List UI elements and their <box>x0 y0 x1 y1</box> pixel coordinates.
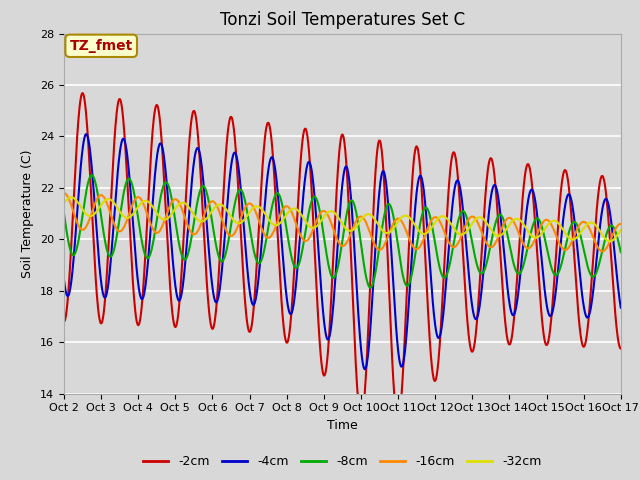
Line: -32cm: -32cm <box>64 197 621 241</box>
X-axis label: Time: Time <box>327 419 358 432</box>
-32cm <box>67 194 75 200</box>
-2cm <box>184 154 192 160</box>
Title: Tonzi Soil Temperatures Set C: Tonzi Soil Temperatures Set C <box>220 11 465 29</box>
Y-axis label: Soil Temperature (C): Soil Temperature (C) <box>22 149 35 278</box>
-4cm <box>60 277 68 283</box>
Line: -4cm: -4cm <box>64 134 621 369</box>
-8cm <box>171 214 179 220</box>
-4cm <box>184 223 192 228</box>
Text: TZ_fmet: TZ_fmet <box>70 39 133 53</box>
Line: -2cm: -2cm <box>64 93 621 420</box>
-4cm <box>361 366 369 372</box>
-32cm <box>551 218 559 224</box>
-8cm <box>88 172 96 178</box>
-2cm <box>502 329 510 335</box>
-2cm <box>171 324 179 329</box>
-8cm <box>617 249 625 255</box>
-32cm <box>502 227 509 233</box>
-2cm <box>60 319 68 324</box>
Line: -8cm: -8cm <box>64 175 621 288</box>
-4cm <box>82 131 90 137</box>
-16cm <box>170 196 178 202</box>
-2cm <box>79 90 86 96</box>
-16cm <box>60 190 68 196</box>
-8cm <box>367 285 374 290</box>
-32cm <box>246 208 254 214</box>
-2cm <box>552 261 559 266</box>
Legend: -2cm, -4cm, -8cm, -16cm, -32cm: -2cm, -4cm, -8cm, -16cm, -32cm <box>138 450 547 473</box>
-16cm <box>184 223 191 228</box>
-32cm <box>429 222 437 228</box>
-32cm <box>184 204 192 209</box>
-16cm <box>598 249 606 254</box>
-4cm <box>617 305 625 311</box>
-32cm <box>60 200 68 206</box>
-2cm <box>429 375 437 381</box>
-4cm <box>429 307 437 313</box>
-2cm <box>394 418 402 423</box>
-4cm <box>246 293 254 299</box>
-8cm <box>429 231 437 237</box>
-16cm <box>551 229 559 235</box>
-4cm <box>502 274 510 279</box>
-4cm <box>171 277 179 283</box>
-8cm <box>502 227 510 232</box>
-2cm <box>617 346 625 351</box>
-32cm <box>606 239 614 244</box>
-16cm <box>617 221 625 227</box>
-8cm <box>552 272 559 278</box>
-8cm <box>184 251 192 256</box>
-16cm <box>246 201 254 206</box>
-16cm <box>502 218 509 224</box>
-32cm <box>171 206 179 212</box>
-8cm <box>60 211 68 216</box>
-32cm <box>617 227 625 233</box>
-8cm <box>246 229 254 235</box>
-2cm <box>246 328 254 334</box>
-4cm <box>552 291 559 297</box>
Line: -16cm: -16cm <box>64 193 621 252</box>
-16cm <box>429 216 436 221</box>
